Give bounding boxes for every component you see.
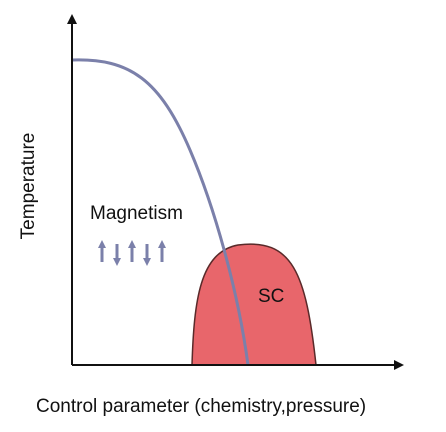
spin-arrows: [98, 240, 166, 266]
y-axis-label: Temperature: [18, 133, 39, 240]
magnetic-boundary: [71, 58, 250, 366]
x-axis-label: Control parameter (chemistry,pressure): [36, 396, 366, 417]
sc-dome: [191, 243, 317, 366]
region-label: Magnetism: [90, 203, 183, 224]
region-label: SC: [258, 286, 284, 307]
